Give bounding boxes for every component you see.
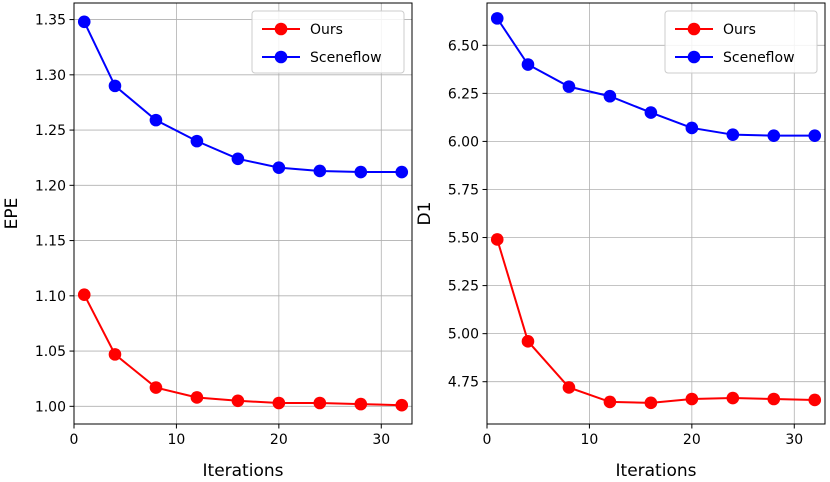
y-tick-label: 1.30 <box>35 68 66 84</box>
sceneflow-data-point <box>644 106 658 119</box>
sceneflow-data-point <box>190 134 204 148</box>
sceneflow-data-point <box>685 121 699 135</box>
sceneflow-data-point <box>231 152 245 166</box>
sceneflow-legend-marker <box>274 50 288 64</box>
y-tick-label: 6.50 <box>448 38 479 54</box>
epe-legend: Ours Sceneflow <box>251 10 405 74</box>
y-tick-label: 6.25 <box>448 86 479 102</box>
x-tick-label: 10 <box>581 432 599 448</box>
ours-data-point <box>726 391 740 405</box>
sceneflow-legend-marker <box>687 50 701 64</box>
x-tick-label: 30 <box>785 432 803 448</box>
y-tick-label: 6.00 <box>448 134 479 150</box>
epe-panel: 0 10 20 30 1.00 1.05 1.10 1.15 1.20 1.25 1.30 1.35 I… <box>2 2 413 481</box>
y-tick-label: 1.35 <box>35 13 66 29</box>
sceneflow-data-point <box>490 12 504 25</box>
sceneflow-data-point <box>562 80 576 93</box>
ours-legend-label: Ours <box>723 22 756 38</box>
sceneflow-data-point <box>77 15 91 29</box>
d1-x-axis-label: Iterations <box>616 461 697 481</box>
ours-data-point <box>808 393 822 407</box>
d1-axes-frame <box>486 2 826 425</box>
y-tick-label: 1.15 <box>35 234 66 250</box>
ours-data-point <box>685 392 699 406</box>
d1-panel: 0 10 20 30 4.75 5.00 5.25 5.50 5.75 6.00 6.25 6.50 I… <box>415 2 826 481</box>
ours-legend-marker <box>274 22 288 36</box>
sceneflow-data-point <box>149 113 163 127</box>
sceneflow-data-point <box>767 129 781 142</box>
epe-axes-frame <box>73 2 413 425</box>
sceneflow-data-point <box>108 79 122 93</box>
ours-data-point <box>644 396 658 410</box>
ours-data-point <box>77 288 91 302</box>
y-tick-label: 1.10 <box>35 289 66 305</box>
sceneflow-data-point <box>272 161 286 174</box>
ours-data-point <box>272 396 286 410</box>
sceneflow-data-point <box>395 165 409 179</box>
sceneflow-legend-label: Sceneflow <box>310 50 382 66</box>
d1-legend: Ours Sceneflow <box>664 10 818 74</box>
d1-y-axis-label: D1 <box>415 202 435 226</box>
sceneflow-data-point <box>354 165 368 179</box>
ours-data-point <box>149 381 163 394</box>
ours-data-point <box>521 335 535 348</box>
sceneflow-data-point <box>521 58 535 71</box>
y-tick-label: 1.05 <box>35 344 66 360</box>
y-tick-label: 5.75 <box>448 182 479 198</box>
ours-data-point <box>108 348 122 361</box>
y-tick-label: 4.75 <box>448 375 479 391</box>
ours-data-point <box>767 392 781 406</box>
x-tick-label: 20 <box>683 432 701 448</box>
ours-data-point <box>190 391 204 404</box>
sceneflow-data-point <box>808 129 822 142</box>
ours-legend-marker <box>687 22 701 36</box>
ours-data-point <box>231 394 245 408</box>
ours-data-point <box>313 396 327 410</box>
ours-data-point <box>395 398 409 412</box>
y-tick-label: 1.20 <box>35 178 66 194</box>
ours-data-point <box>603 395 617 409</box>
sceneflow-data-point <box>313 164 327 178</box>
y-tick-label: 1.00 <box>35 399 66 415</box>
sceneflow-legend-label: Sceneflow <box>723 50 795 66</box>
y-tick-label: 5.50 <box>448 231 479 247</box>
ours-data-point <box>354 397 368 411</box>
y-tick-label: 1.25 <box>35 123 66 139</box>
sceneflow-data-point <box>726 128 740 141</box>
x-tick-label: 30 <box>372 432 390 448</box>
epe-x-axis-label: Iterations <box>203 461 284 481</box>
x-tick-label: 10 <box>168 432 186 448</box>
ours-legend-label: Ours <box>310 22 343 38</box>
x-tick-label: 0 <box>483 432 492 448</box>
ours-data-point <box>490 233 504 246</box>
ours-data-point <box>562 381 576 394</box>
y-tick-label: 5.00 <box>448 327 479 343</box>
y-tick-label: 5.25 <box>448 279 479 295</box>
x-tick-label: 20 <box>270 432 288 448</box>
x-tick-label: 0 <box>70 432 79 448</box>
epe-y-axis-label: EPE <box>2 198 22 230</box>
sceneflow-data-point <box>603 89 617 103</box>
